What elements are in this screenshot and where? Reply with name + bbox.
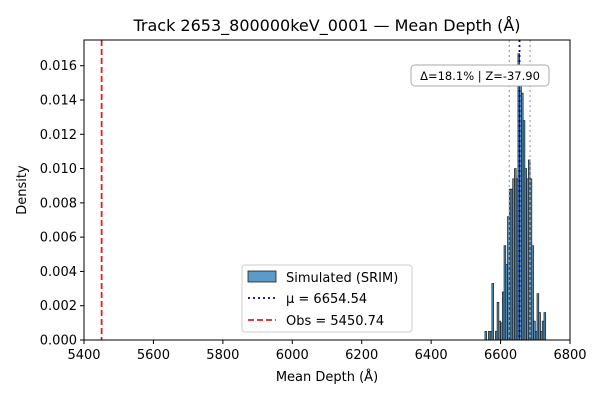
y-tick-label: 0.014 xyxy=(40,94,77,109)
x-tick-label: 6200 xyxy=(345,348,378,363)
annotation-text: Δ=18.1% | Z=-37.90 xyxy=(420,69,540,83)
y-axis-label: Density xyxy=(15,165,30,215)
annotation-box: Δ=18.1% | Z=-37.90 xyxy=(410,64,550,87)
x-axis-ticks: 5400 5600 5800 6000 6200 6400 6600 6800 xyxy=(67,340,587,363)
chart-title: Track 2653_800000keV_0001 — Mean Depth (… xyxy=(132,16,520,36)
histogram-bar xyxy=(543,312,547,341)
legend: Simulated (SRIM) μ = 6654.54 Obs = 5450.… xyxy=(241,264,413,333)
y-tick-label: 0.010 xyxy=(40,162,77,177)
x-tick-label: 5600 xyxy=(137,348,170,363)
x-tick-label: 6400 xyxy=(415,348,448,363)
y-tick-label: 0.008 xyxy=(40,196,77,211)
legend-label-simulated: Simulated (SRIM) xyxy=(286,271,398,286)
plot-frame xyxy=(83,39,571,341)
x-tick-label: 6800 xyxy=(553,348,586,363)
x-axis-label: Mean Depth (Å) xyxy=(276,369,378,385)
reference-lines xyxy=(100,40,521,340)
x-tick-label: 5400 xyxy=(67,348,100,363)
sigma-lines xyxy=(508,40,531,340)
y-axis-ticks: 0.000 0.002 0.004 0.006 0.008 0.010 0.012 0.014… xyxy=(40,59,84,349)
x-tick-label: 5800 xyxy=(206,348,239,363)
y-tick-label: 0.006 xyxy=(40,231,77,246)
y-tick-label: 0.004 xyxy=(40,265,77,280)
y-tick-label: 0.000 xyxy=(40,334,77,349)
legend-label-mean: μ = 6654.54 xyxy=(286,292,367,307)
x-tick-label: 6600 xyxy=(484,348,517,363)
x-tick-label: 6000 xyxy=(276,348,309,363)
histogram-bar xyxy=(484,331,488,341)
histogram-bars xyxy=(484,53,547,341)
y-tick-label: 0.016 xyxy=(40,59,77,74)
legend-frame xyxy=(241,264,413,333)
histogram-bar xyxy=(491,283,494,341)
y-tick-label: 0.012 xyxy=(40,128,77,143)
y-tick-label: 0.002 xyxy=(40,299,77,314)
legend-label-observed: Obs = 5450.74 xyxy=(286,314,384,329)
legend-swatch-simulated xyxy=(247,270,277,283)
